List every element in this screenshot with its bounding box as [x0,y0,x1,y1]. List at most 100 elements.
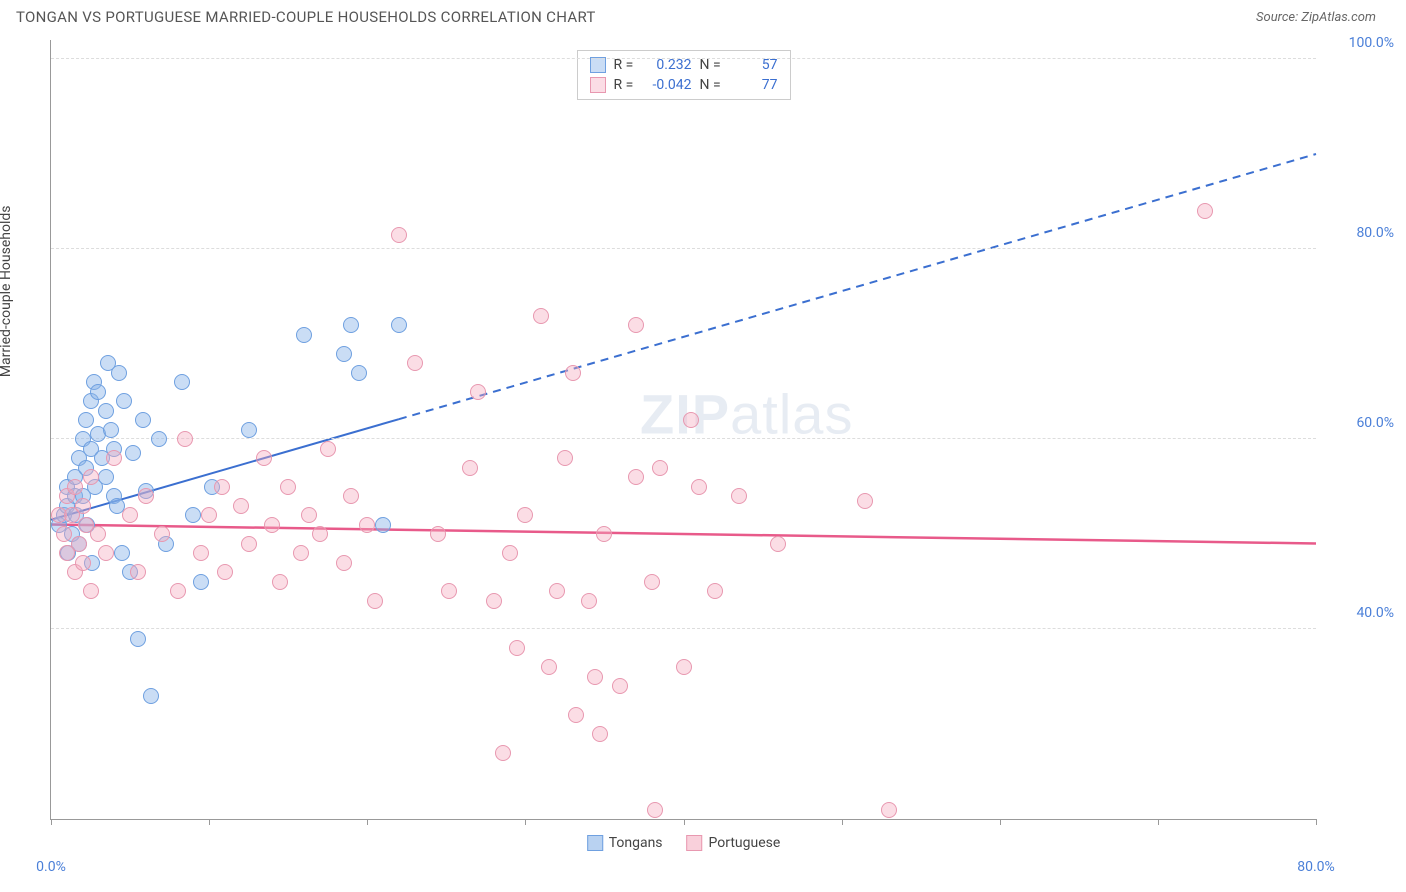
gridline [51,628,1316,629]
data-point [343,317,359,333]
data-point [154,526,170,542]
data-point [430,526,446,542]
data-point [407,355,423,371]
swatch-portuguese [590,77,606,93]
data-point [67,479,83,495]
data-point [111,365,127,381]
data-point [174,374,190,390]
data-point [343,488,359,504]
data-point [647,802,663,818]
data-point [103,422,119,438]
data-point [116,393,132,409]
data-point [185,507,201,523]
data-point [193,545,209,561]
data-point [71,536,87,552]
data-point [130,564,146,580]
data-point [336,555,352,571]
data-point [517,507,533,523]
data-point [557,450,573,466]
x-tick [367,819,368,825]
r-value-0: 0.232 [644,57,692,73]
data-point [122,507,138,523]
data-point [90,526,106,542]
y-tick-label: 40.0% [1324,605,1394,621]
data-point [770,536,786,552]
data-point [90,384,106,400]
y-tick-label: 60.0% [1324,415,1394,431]
data-point [509,640,525,656]
data-point [707,583,723,599]
data-point [691,479,707,495]
data-point [628,317,644,333]
data-point [857,493,873,509]
data-point [138,488,154,504]
x-tick [1000,819,1001,825]
data-point [549,583,565,599]
data-point [1197,203,1213,219]
x-tick [1158,819,1159,825]
data-point [676,659,692,675]
data-point [296,327,312,343]
x-tick [209,819,210,825]
data-point [502,545,518,561]
legend-swatch-portuguese [687,835,703,851]
data-point [587,669,603,685]
y-tick-label: 100.0% [1324,35,1394,51]
swatch-tongans [590,57,606,73]
n-label-1: N = [700,77,722,93]
data-point [367,593,383,609]
data-point [470,384,486,400]
data-point [125,445,141,461]
x-tick [842,819,843,825]
legend-label-portuguese: Portuguese [709,835,781,851]
data-point [280,479,296,495]
data-point [151,431,167,447]
data-point [264,517,280,533]
data-point [78,412,94,428]
data-point [644,574,660,590]
data-point [256,450,272,466]
data-point [336,346,352,362]
data-point [541,659,557,675]
data-point [56,526,72,542]
data-point [301,507,317,523]
data-point [83,469,99,485]
n-value-1: 77 [730,77,778,93]
data-point [581,593,597,609]
data-point [375,517,391,533]
data-point [612,678,628,694]
n-label-0: N = [700,57,722,73]
data-point [391,317,407,333]
plot-area: ZIPatlas R = 0.232 N = 57 R = -0.042 N =… [50,40,1316,820]
y-tick-label: 80.0% [1324,225,1394,241]
data-point [214,479,230,495]
data-point [98,545,114,561]
legend-swatch-tongans [587,835,603,851]
legend-item-portuguese: Portuguese [687,835,781,851]
data-point [568,707,584,723]
data-point [193,574,209,590]
data-point [495,745,511,761]
chart-container: Married-couple Households ZIPatlas R = 0… [0,30,1406,880]
legend-label-tongans: Tongans [609,835,663,851]
r-label-1: R = [614,77,636,93]
data-point [241,422,257,438]
data-point [272,574,288,590]
data-point [683,412,699,428]
data-point [565,365,581,381]
data-point [98,403,114,419]
x-tick [1316,819,1317,825]
data-point [391,227,407,243]
x-tick [51,819,52,825]
data-point [241,536,257,552]
data-point [881,802,897,818]
data-point [320,441,336,457]
data-point [592,726,608,742]
data-point [177,431,193,447]
data-point [312,526,328,542]
bottom-legend: Tongans Portuguese [587,835,781,851]
stats-row-portuguese: R = -0.042 N = 77 [590,75,778,95]
x-tick [684,819,685,825]
y-axis-label: Married-couple Households [0,205,14,377]
data-point [533,308,549,324]
